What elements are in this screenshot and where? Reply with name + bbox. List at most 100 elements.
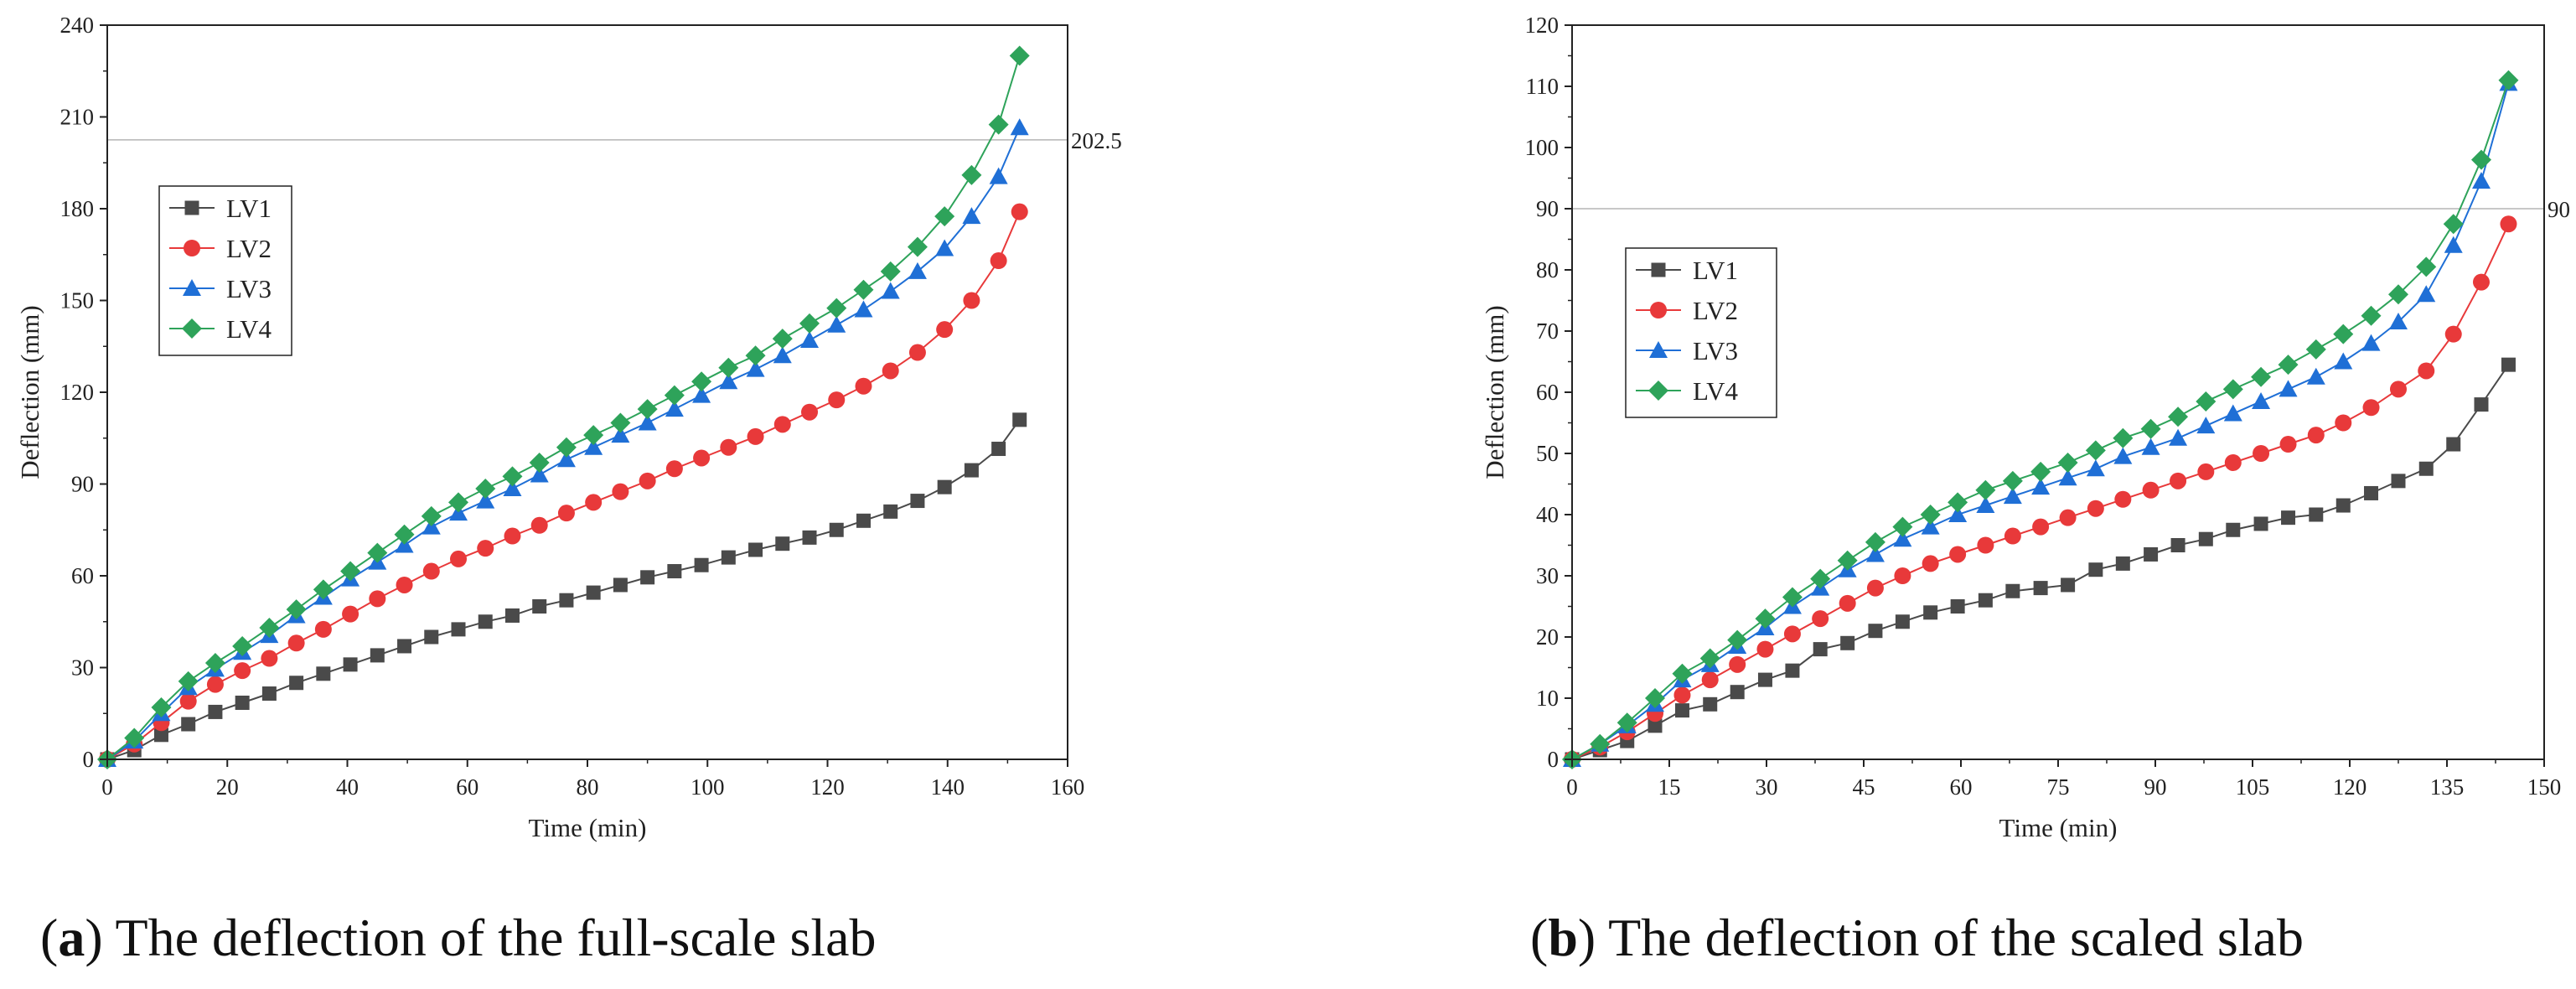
panel-a-lv1-point xyxy=(451,622,466,637)
panel-a-lv3-point xyxy=(854,300,873,318)
panel-b-lv4-point xyxy=(1948,492,1968,513)
panel-a-lv4-point xyxy=(880,261,901,282)
panel-b-caption-open: ( xyxy=(1530,908,1548,967)
panel-a-lv4-point xyxy=(178,671,199,691)
panel-a-legend-lv1-marker xyxy=(184,200,199,215)
panel-a-lv2-point xyxy=(747,427,764,445)
panel-b-lv1-point xyxy=(1703,696,1718,712)
panel-b-lv4-point xyxy=(1699,648,1720,669)
panel-b-lv1-point xyxy=(1840,635,1855,650)
panel-b-lv1-point xyxy=(2170,538,2185,552)
panel-b-lv1-point xyxy=(2474,397,2489,412)
panel-a-x-tick-label: 20 xyxy=(216,774,239,800)
panel-a-lv3-point xyxy=(800,330,820,348)
panel-b-lv3-point xyxy=(2471,172,2491,189)
panel-b-lv2-point xyxy=(2418,362,2435,380)
panel-a-lv4-point xyxy=(745,345,766,366)
panel-a-y-tick-label: 120 xyxy=(60,380,95,405)
panel-b-lv1-point xyxy=(1950,599,1965,614)
panel-b-lv4-point xyxy=(2278,355,2299,375)
panel-a-lv4-point xyxy=(232,635,253,656)
panel-a-lv2-point xyxy=(557,505,575,522)
panel-b-lv1-point xyxy=(2446,437,2461,452)
panel-b-lv4-point xyxy=(2443,214,2464,235)
panel-a-lv1-point xyxy=(316,666,331,681)
panel-a-reference-label: 202.5 xyxy=(1071,128,1122,153)
panel-a-lv2-point xyxy=(936,321,954,339)
panel-b-legend-lv3-marker xyxy=(1649,341,1668,358)
panel-b-lv2-point xyxy=(1812,610,1829,628)
panel-a-lv2-point xyxy=(179,692,197,710)
panel-a-lv4-point xyxy=(799,313,820,334)
panel-a-lv3-point xyxy=(530,465,549,483)
panel-a-lv2-point xyxy=(450,550,468,567)
panel-a-lv2-point xyxy=(882,362,899,380)
panel-a-y-axis-title: Deflection (mm) xyxy=(15,305,44,479)
panel-b-lv2-point xyxy=(2472,273,2490,291)
panel-b-caption-close: ) xyxy=(1578,908,1608,967)
panel-b-lv1-point xyxy=(1895,614,1910,629)
panel-b-lv1-point xyxy=(2391,474,2406,489)
panel-b-lv4-point xyxy=(2333,324,2354,344)
panel-a-x-tick-label: 40 xyxy=(336,774,359,800)
panel-a-y-tick-label: 240 xyxy=(60,13,95,38)
panel-a-lv4-point xyxy=(664,385,685,406)
panel-b-lv3-point xyxy=(1865,545,1885,562)
panel-b-y-tick-label: 80 xyxy=(1536,257,1559,282)
panel-a-lv1-point xyxy=(289,676,304,691)
panel-b-y-tick-label: 20 xyxy=(1536,624,1559,650)
panel-a-lv4-point xyxy=(204,653,225,674)
panel-a-lv4-point xyxy=(367,542,388,563)
panel-b-reference-label: 90 xyxy=(2548,197,2570,222)
panel-b-lv4-point xyxy=(1616,712,1637,733)
panel-a-lv1-point xyxy=(235,695,250,710)
panel-b-x-tick-label: 105 xyxy=(2236,774,2270,800)
panel-a-lv4-point xyxy=(826,298,847,318)
panel-a-lv4-point xyxy=(340,561,361,582)
panel-a-lv1-point xyxy=(829,522,844,537)
panel-b-lv4-point xyxy=(2196,391,2216,412)
panel-a-lv1-point xyxy=(883,504,898,519)
panel-b-lv1-point xyxy=(1757,672,1772,687)
panel-a-lv1-point xyxy=(1012,412,1027,427)
panel-a-lv4-point xyxy=(259,618,280,639)
panel-a-lv1-point xyxy=(910,494,925,509)
panel-b-lv3-point xyxy=(2169,428,2188,446)
panel-a-x-tick-label: 160 xyxy=(1051,774,1085,800)
panel-a-lv1-point xyxy=(640,570,655,585)
panel-a-lv3-point xyxy=(827,315,846,333)
panel-b-x-tick-label: 0 xyxy=(1566,774,1578,800)
panel-a-lv3-point xyxy=(476,491,495,509)
panel-b-x-tick-label: 120 xyxy=(2333,774,2367,800)
panel-a-lv3-point xyxy=(962,207,981,225)
panel-a-lv4-point xyxy=(475,478,496,499)
panel-b-lv4-point xyxy=(1892,516,1913,537)
panel-a-legend: LV1 LV2 LV3 LV4 xyxy=(158,185,292,356)
panel-a-lv3-point xyxy=(881,282,900,299)
panel-a-lv2-point xyxy=(530,516,548,534)
panel-b-legend-lv2-marker xyxy=(1650,302,1667,318)
panel-b-lv4-point xyxy=(1727,629,1748,650)
panel-b-lv3-point xyxy=(2086,459,2105,477)
panel-b-lv3-point xyxy=(2031,478,2051,495)
panel-a-lv2-point xyxy=(773,416,791,433)
panel-b-y-tick-label: 90 xyxy=(1536,196,1559,221)
panel-b-lv1-point xyxy=(1674,703,1689,718)
panel-a-lv2-point xyxy=(908,344,926,361)
panel-b-lv2-point xyxy=(2059,509,2077,526)
panel-a-lv4-point xyxy=(961,164,982,185)
panel-b-lv1-point xyxy=(2144,546,2159,562)
panel-a-lv3-point xyxy=(773,346,792,364)
panel-b-lv2-point xyxy=(1866,579,1884,597)
panel-b-lv2-point xyxy=(2142,481,2160,499)
panel-a-plot-frame xyxy=(106,24,1068,760)
panel-b-lv1-point xyxy=(1785,663,1800,678)
panel-a-lv4-point xyxy=(286,599,307,620)
panel-b-lv3-point xyxy=(2058,469,2077,486)
panel-b-lv1-point xyxy=(2309,507,2324,522)
chart-panel-b: 0 15 30 45 60 75 90 105 120 135 150 0 10 20 30 40 50 60 70… xyxy=(1480,13,2570,967)
panel-b-lv3-point xyxy=(2417,285,2436,303)
panel-b-lv1-point xyxy=(2281,510,2296,526)
panel-a-lv2-point xyxy=(504,527,521,545)
panel-a-lv2-point xyxy=(963,292,980,309)
